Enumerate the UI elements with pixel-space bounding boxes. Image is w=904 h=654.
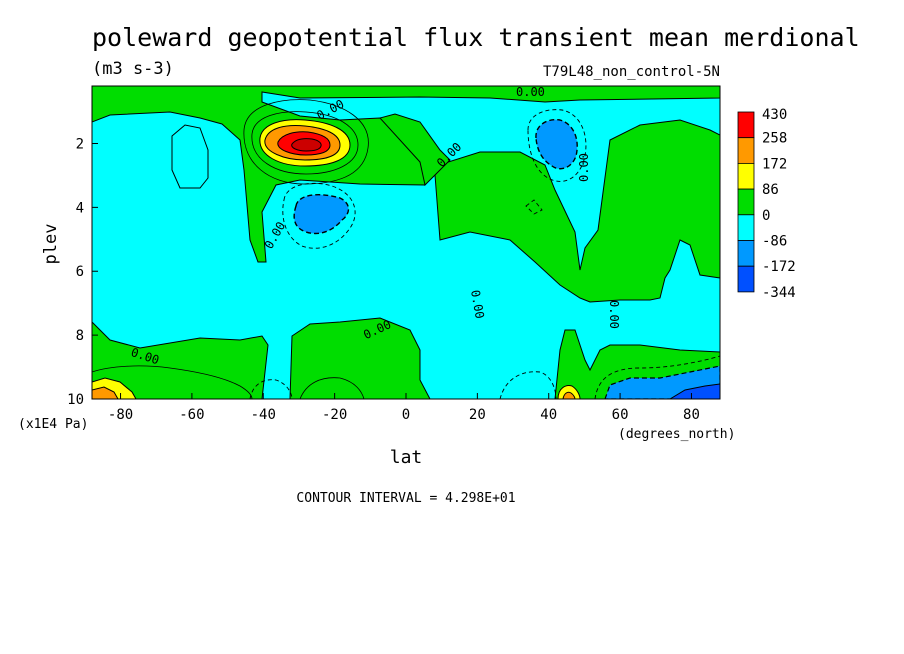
colorbar-swatch — [737, 214, 755, 241]
colorbar-level-label: 172 — [762, 156, 787, 172]
x-tick-label: -80 — [108, 407, 133, 423]
y-tick-label: 2 — [76, 136, 84, 152]
colorbar-swatch — [737, 162, 755, 190]
colorbar-level-label: -86 — [762, 234, 787, 250]
x-tick-label: -40 — [251, 407, 276, 423]
chart-title: poleward geopotential flux transient mea… — [92, 23, 860, 52]
y-tick-label: 8 — [76, 328, 84, 344]
x-tick-label: 40 — [540, 407, 557, 423]
x-tick-label: 60 — [612, 407, 629, 423]
x-tick-label: 0 — [402, 407, 410, 423]
contour-label: 0.00 — [516, 85, 545, 99]
colorbar-level-label: 430 — [762, 107, 787, 123]
colorbar-swatch — [737, 188, 755, 216]
contour-label: 0.00 — [607, 300, 621, 329]
x-tick-label: -60 — [179, 407, 204, 423]
y-units-label: (x1E4 Pa) — [18, 417, 88, 432]
y-tick-label: 10 — [67, 392, 84, 408]
southern-polar-surface-max-inner — [92, 386, 119, 399]
solid-contours — [92, 99, 369, 399]
y-tick-label: 4 — [76, 200, 84, 216]
colorbar: 430 258 172 86 0 -86 -172 -344 — [737, 107, 796, 301]
northern-polar-surface-min-deep — [669, 383, 720, 399]
colorbar-swatch — [737, 111, 755, 139]
contour-label: 0.00 — [577, 153, 591, 182]
positive-region-north — [434, 119, 720, 303]
x-axis: -80 -60 -40 -20 0 20 40 60 80 — [108, 393, 700, 423]
colorbar-swatch — [737, 265, 755, 293]
contour-interval-note: CONTOUR INTERVAL = 4.298E+01 — [296, 491, 515, 506]
colorbar-level-label: -172 — [762, 259, 796, 275]
x-tick-label: 80 — [683, 407, 700, 423]
positive-region-jet-upper — [379, 113, 451, 187]
jet-max-level4 — [291, 138, 322, 152]
positive-region-lower-mid — [289, 317, 431, 399]
colorbar-swatch — [737, 240, 755, 267]
positive-region-lower-south — [92, 321, 269, 399]
contour-label: 0.00 — [468, 289, 487, 320]
northern-surface-max-inner — [562, 391, 576, 399]
colorbar-level-label: 86 — [762, 182, 779, 198]
y-axis-title: plev — [41, 224, 61, 265]
y-axis: 2 4 6 8 10 — [67, 136, 98, 408]
x-units-label: (degrees_north) — [618, 427, 735, 442]
plot-area: 0.00 0.00 0.00 0.00 0.00 0.00 0.00 0.00 … — [92, 85, 720, 399]
colorbar-level-label: 0 — [762, 208, 770, 224]
colorbar-level-label: -344 — [762, 285, 796, 301]
units-label: (m3 s-3) — [92, 59, 174, 79]
southern-min-core — [293, 194, 350, 235]
x-tick-label: -20 — [322, 407, 347, 423]
run-label: T79L48_non_control-5N — [543, 64, 720, 80]
northern-upper-min-core — [535, 119, 578, 170]
positive-region-upper-left-blob — [171, 124, 209, 189]
y-tick-label: 6 — [76, 264, 84, 280]
x-tick-label: 20 — [469, 407, 486, 423]
x-axis-title: lat — [390, 447, 423, 468]
colorbar-level-label: 258 — [762, 131, 787, 147]
colorbar-swatch — [737, 137, 755, 164]
